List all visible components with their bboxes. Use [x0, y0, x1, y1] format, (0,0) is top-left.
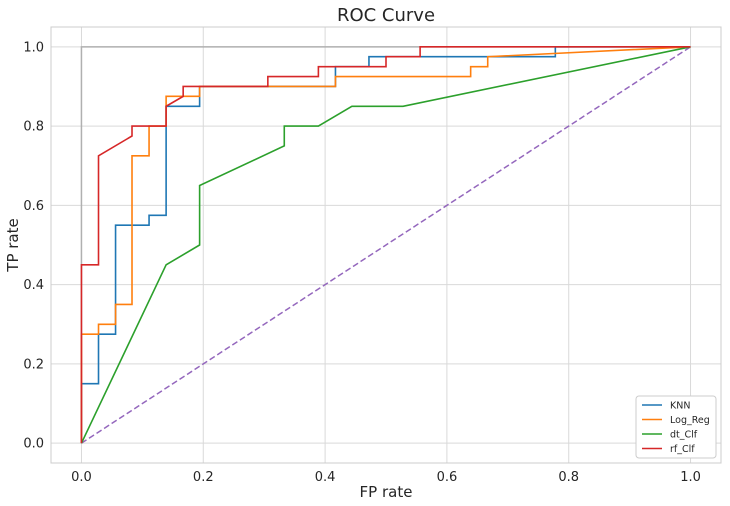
y-tick-label: 0.4 [23, 278, 44, 293]
series-lines [80, 46, 691, 444]
x-tick-label: 0.6 [437, 470, 458, 485]
x-tick-label: 0.4 [315, 470, 336, 485]
plot-frame [50, 26, 722, 464]
y-tick-label: 0.6 [23, 199, 44, 214]
legend: KNN Log_Reg dt_Clf rf_Clf [635, 395, 717, 459]
x-tick-label: 0.0 [71, 470, 92, 485]
legend-label: dt_Clf [670, 430, 698, 441]
legend-box [635, 395, 717, 459]
legend-label: KNN [670, 401, 690, 412]
x-tick-label: 0.2 [193, 470, 214, 485]
x-tick-label: 1.0 [680, 470, 701, 485]
y-tick-label: 0.0 [23, 437, 44, 452]
y-tick-labels: 0.0 0.2 0.4 0.6 0.8 1.0 [23, 40, 44, 451]
legend-label: rf_Clf [670, 444, 695, 455]
chart-title: ROC Curve [337, 5, 435, 26]
y-axis-label: TP rate [4, 218, 22, 272]
x-tick-labels: 0.0 0.2 0.4 0.6 0.8 1.0 [71, 470, 701, 485]
y-tick-label: 0.8 [23, 120, 44, 135]
random-reference-line [81, 46, 691, 444]
x-axis-label: FP rate [360, 483, 413, 501]
rf-clf-roc-line [80, 46, 691, 444]
dt-clf-roc-line [80, 46, 691, 444]
y-tick-label: 0.2 [23, 357, 44, 372]
legend-label: Log_Reg [670, 415, 710, 426]
y-tick-label: 1.0 [23, 40, 44, 55]
knn-roc-line [80, 46, 691, 444]
x-tick-label: 0.8 [558, 470, 579, 485]
